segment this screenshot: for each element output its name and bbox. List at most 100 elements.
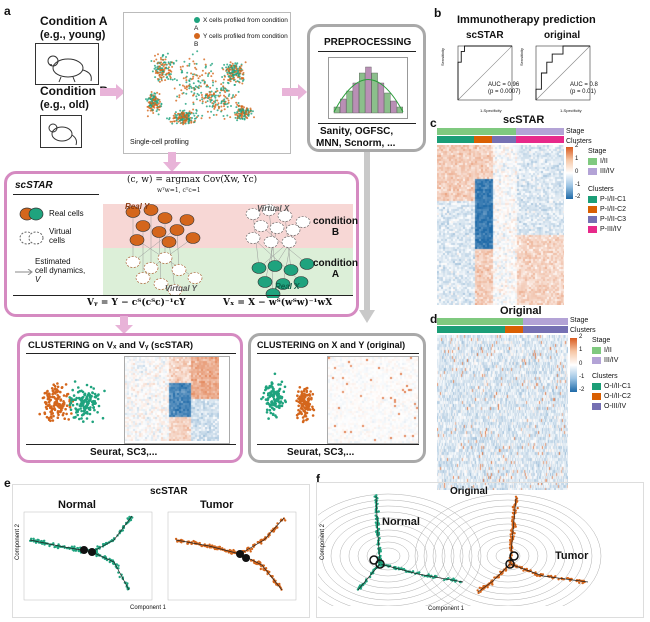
scatter-point [279, 400, 283, 403]
contour-line [366, 541, 410, 571]
tsne-point [183, 85, 186, 88]
heatmap-d-scale-bottom: -2 [579, 387, 585, 393]
tsne-point [164, 58, 167, 61]
tsne-point [178, 96, 181, 99]
scatter-point [69, 408, 73, 411]
scatter-point [89, 395, 93, 398]
real-cells-label: Real cells [49, 209, 84, 218]
tsne-point [235, 70, 238, 73]
tsne-point [160, 74, 163, 77]
tsne-point [207, 75, 209, 77]
tsne-point [198, 75, 201, 78]
tsne-point [193, 87, 196, 89]
tsne-point [217, 107, 220, 110]
scatter-point [305, 418, 308, 422]
tsne-point [241, 73, 244, 76]
scatter-point [53, 402, 56, 406]
scatter-point [56, 394, 59, 397]
tsne-point [182, 121, 185, 124]
tsne-point [158, 93, 161, 95]
tsne-point [166, 117, 168, 120]
branch-node [505, 559, 515, 569]
scatter-point [268, 408, 272, 412]
scatter-point [61, 403, 65, 407]
real-y-cell [157, 212, 173, 224]
tsne-point [185, 79, 188, 82]
condition-b-line1: condition [313, 216, 358, 227]
tsne-point [204, 66, 207, 69]
contour-line [441, 511, 575, 601]
scatter-point [295, 399, 298, 403]
tsne-point [158, 65, 161, 68]
virtual-y-cell [167, 284, 183, 296]
scatter-point [85, 410, 89, 414]
tsne-point [222, 89, 225, 92]
tsne-point [223, 108, 226, 111]
branch-node [242, 554, 250, 562]
tsne-point [151, 108, 154, 111]
tsne-point [186, 71, 189, 74]
tsne-point [159, 76, 162, 79]
tsne-point [176, 79, 178, 82]
virtual-x-cell [261, 204, 277, 216]
roc-curve [535, 45, 590, 100]
scatter-point [299, 407, 303, 410]
scatter-point [270, 403, 273, 407]
tsne-point [232, 94, 235, 97]
tsne-point [190, 90, 193, 93]
tsne-point [229, 72, 232, 75]
trajectory-point [198, 541, 201, 545]
tsne-point [156, 62, 159, 65]
tsne-point [197, 94, 200, 97]
tsne-point [192, 75, 195, 78]
tsne-point [212, 102, 215, 105]
trajectory-point [494, 576, 498, 579]
tsne-point [188, 112, 191, 115]
tsne-point [238, 75, 241, 78]
tsne-point [238, 81, 241, 84]
tsne-point [182, 112, 185, 115]
heatmap-c-body [437, 145, 564, 305]
scatter-point [266, 393, 270, 397]
tsne-point [210, 110, 213, 113]
trajectory-point [375, 529, 378, 533]
tsne-point [195, 68, 198, 71]
roc-scstar-chart [457, 45, 513, 101]
tsne-point [226, 114, 229, 117]
trajectory-point [478, 586, 481, 589]
tsne-point [246, 113, 249, 116]
tsne-point [234, 116, 237, 119]
tsne-point [168, 117, 171, 119]
heatmap-c-cluster-item: P-I/II-C2 [600, 206, 627, 213]
tsne-point [223, 105, 225, 108]
roc-left-auc: AUC = 0.96 [488, 82, 520, 88]
histogram-bar [352, 82, 359, 114]
tsne-point [204, 96, 207, 99]
tsne-point [160, 67, 162, 70]
condition-a-title: Condition A [40, 14, 108, 28]
trajectory-point [377, 527, 381, 531]
tsne-point [179, 117, 182, 120]
tsne-point [229, 116, 232, 119]
tsne-point [192, 103, 195, 106]
tsne-point [193, 121, 196, 124]
scatter-point [307, 400, 310, 404]
trajectory-point [282, 517, 286, 520]
tsne-point [171, 65, 174, 68]
tsne-point [192, 101, 195, 104]
real-y-cell [125, 206, 141, 218]
tsne-point [150, 91, 153, 93]
trajectory-point [43, 539, 46, 542]
tsne-point [238, 109, 241, 112]
tsne-point [241, 110, 244, 113]
trajectory-point [284, 519, 287, 522]
tsne-point [184, 76, 187, 79]
real-y-cell [185, 232, 201, 244]
tsne-point [227, 101, 230, 104]
heatmap-c-title: scSTAR [503, 114, 545, 126]
arrow-to-profiling-icon [100, 84, 125, 100]
tsne-point [230, 105, 232, 107]
scatter-point [64, 383, 68, 386]
clustering-scstar-heatmap [124, 356, 230, 444]
histogram-bar [365, 66, 372, 114]
